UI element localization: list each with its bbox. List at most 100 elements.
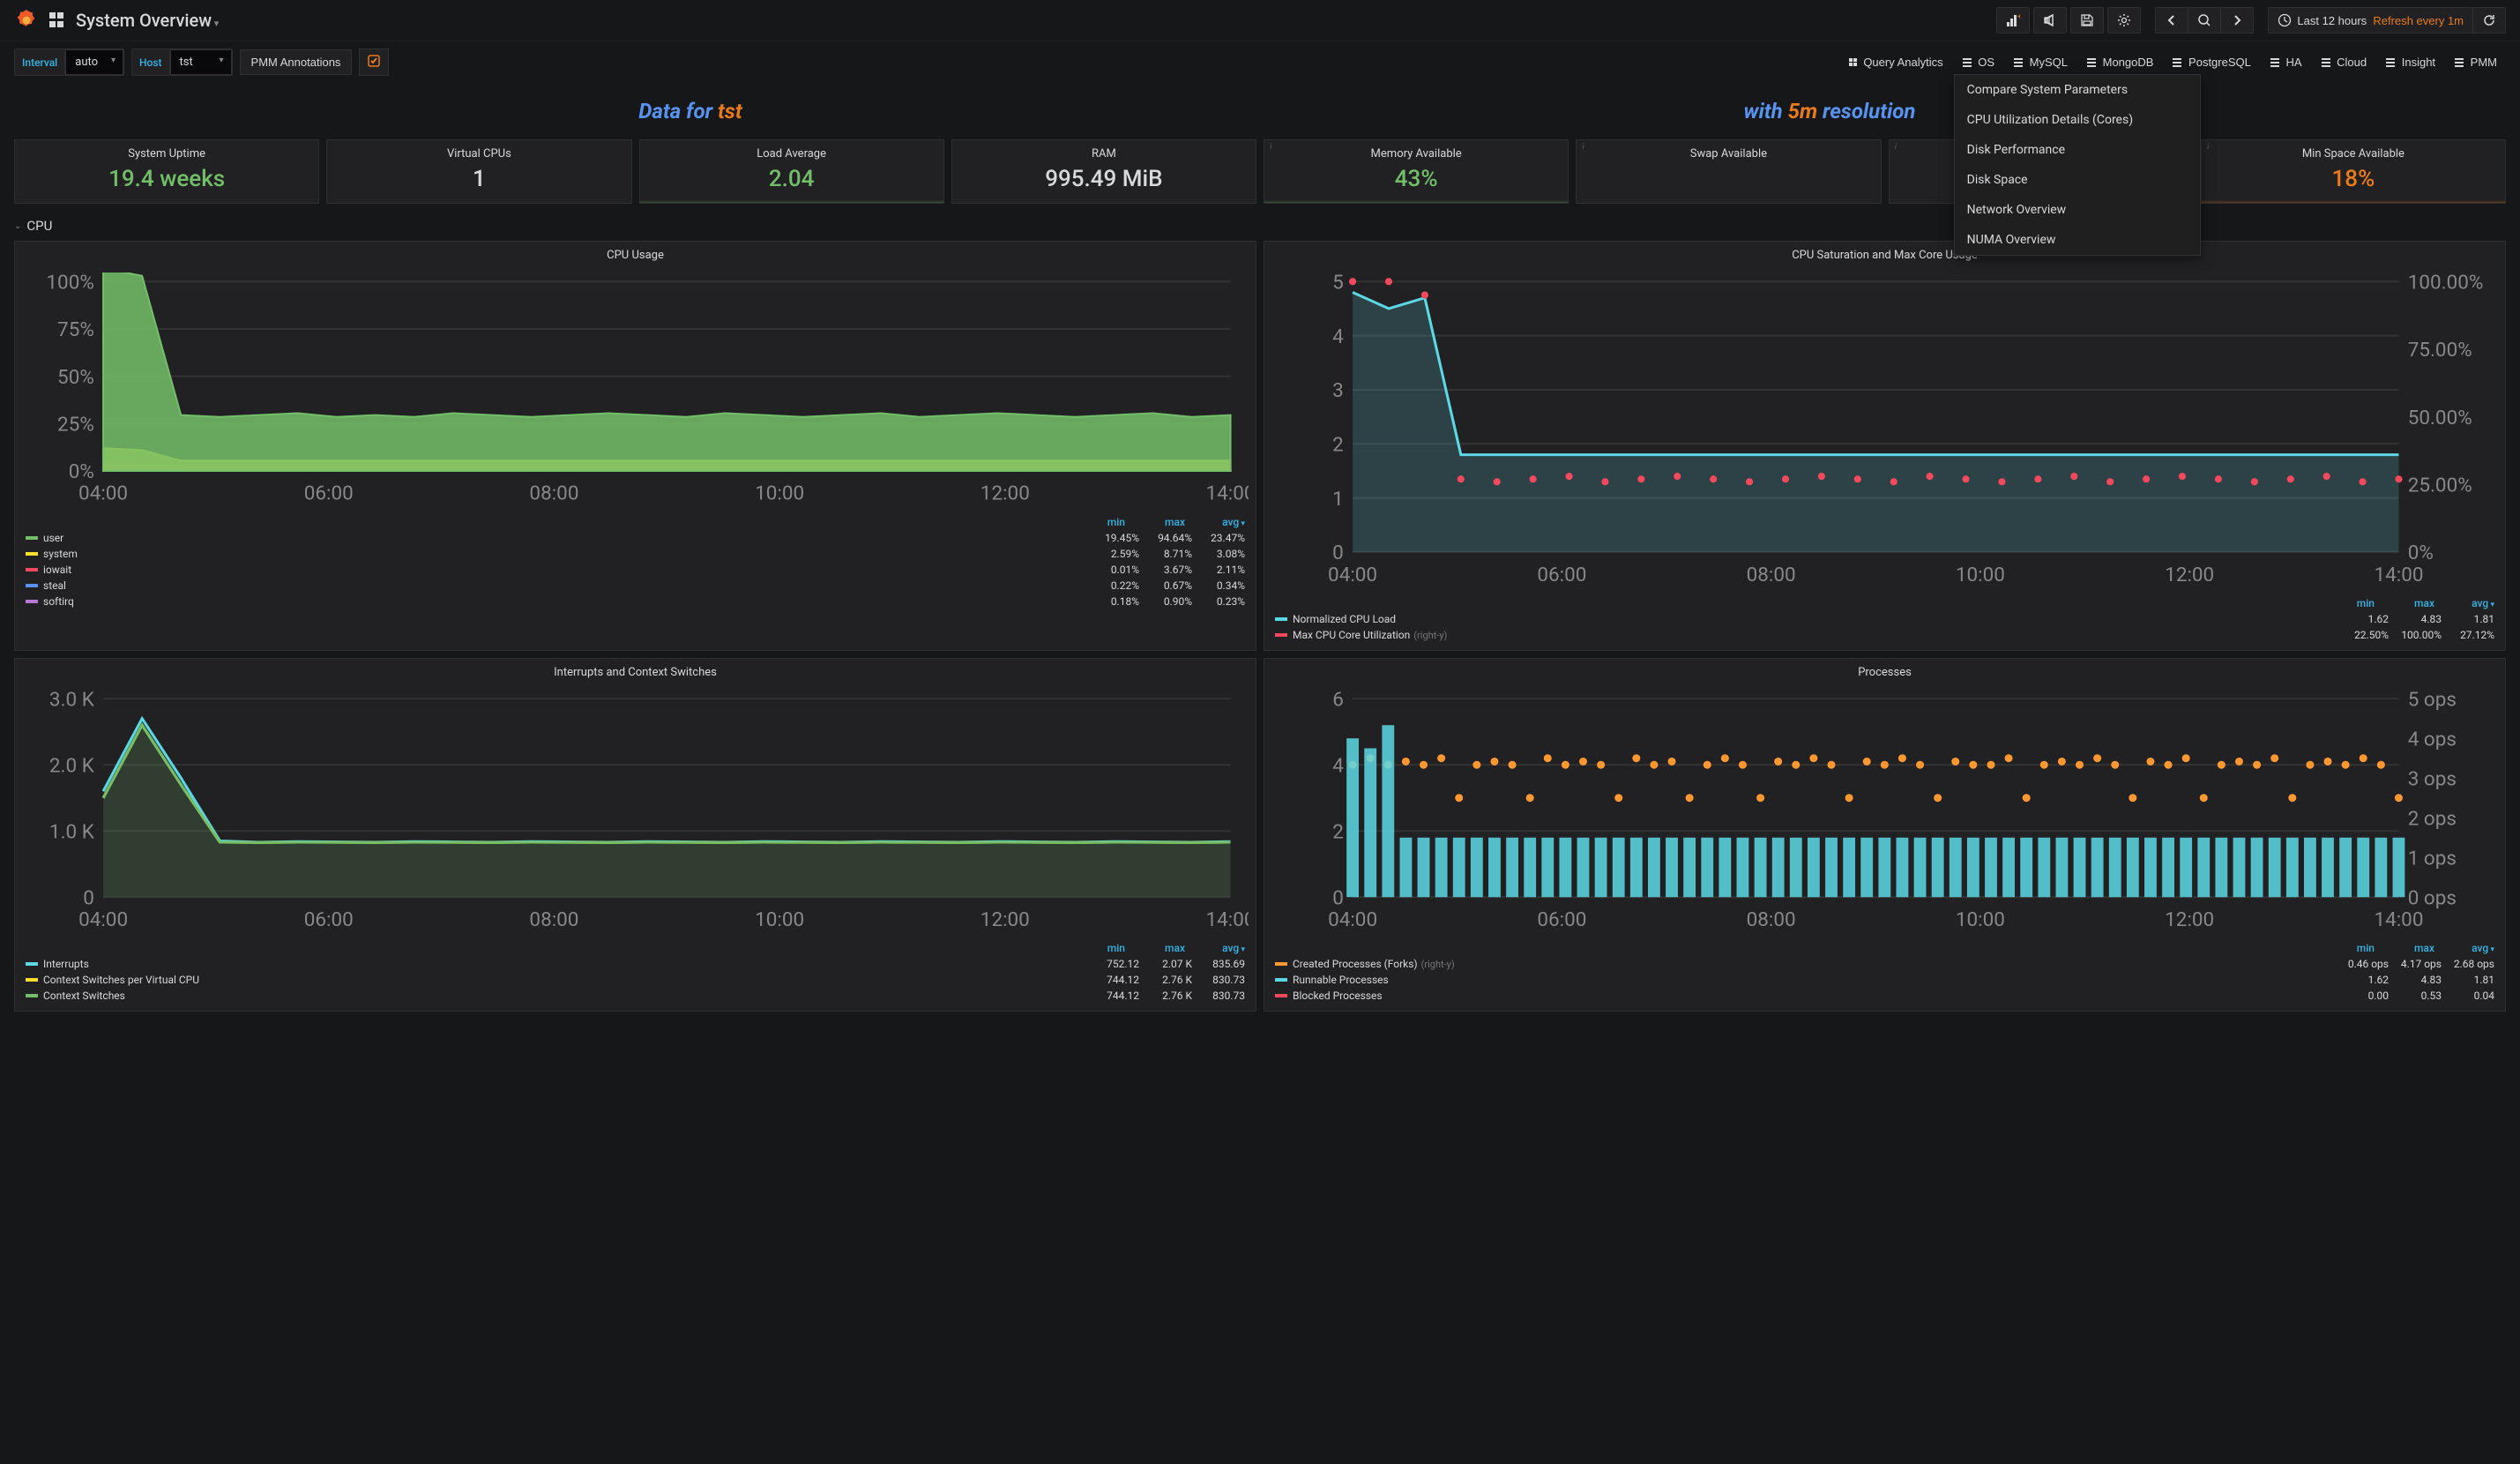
settings-button[interactable] [2107,7,2141,34]
annotations-button[interactable]: PMM Annotations [240,49,353,75]
legend-row[interactable]: Context Switches per Virtual CPU744.122.… [26,972,1245,988]
svg-text:10:00: 10:00 [755,908,804,931]
nav-link-postgresql[interactable]: PostgreSQL [2164,50,2259,74]
dashboard-title[interactable]: System Overview [76,10,219,31]
legend-val-min: 22.50% [2336,629,2389,641]
svg-text:75.00%: 75.00% [2408,339,2472,362]
legend-val-min: 0.22% [1086,579,1139,592]
legend-val-avg: 2.11% [1192,564,1245,576]
stat-panel[interactable]: Virtual CPUs1 [326,139,631,204]
time-range-button[interactable]: Last 12 hours Refresh every 1m [2268,7,2472,34]
dropdown-item[interactable]: NUMA Overview [1955,225,2200,255]
legend-col-avg[interactable]: avg [2442,942,2494,954]
legend-col-avg[interactable]: avg [2442,597,2494,609]
svg-text:04:00: 04:00 [78,482,128,505]
legend-col-min[interactable]: min [2322,942,2375,954]
add-panel-button[interactable]: + [1996,7,2030,34]
stat-value: 995.49 MiB [956,166,1252,192]
panel-title: Processes [1264,659,2505,686]
dropdown-item[interactable]: Network Overview [1955,195,2200,225]
share-button[interactable] [2033,7,2067,34]
dropdown-item[interactable]: Compare System Parameters [1955,75,2200,105]
svg-text:12:00: 12:00 [2165,564,2214,586]
subnav-links: Query Analytics OSCompare System Paramet… [1840,50,2506,75]
legend-col-max[interactable]: max [1132,942,1185,954]
legend-val-max: 0.67% [1139,579,1192,592]
grafana-logo-icon[interactable] [14,8,39,33]
legend-col-max[interactable]: max [2382,597,2434,609]
svg-text:1.0 K: 1.0 K [49,820,95,843]
dropdown-item[interactable]: Disk Performance [1955,135,2200,165]
legend-row[interactable]: softirq0.18%0.90%0.23% [26,594,1245,609]
svg-text:2: 2 [1332,434,1344,457]
legend-swatch [1275,617,1287,621]
legend-row[interactable]: Interrupts752.122.07 K835.69 [26,956,1245,972]
stat-panel[interactable]: RAM995.49 MiB [951,139,1256,204]
nav-link-mysql[interactable]: MySQL [2005,50,2076,74]
legend-val-avg: 1.81 [2442,613,2494,625]
panel-row-1: CPU Usage0%25%50%75%100%04:0006:0008:001… [0,241,2520,658]
legend-row[interactable]: Max CPU Core Utilization(right-y)22.50%1… [1275,627,2494,643]
legend-col-max[interactable]: max [2382,942,2434,954]
stat-title: System Uptime [19,147,315,161]
nav-link-pmm[interactable]: PMM [2446,50,2506,74]
legend-row[interactable]: Runnable Processes1.624.831.81 [1275,972,2494,988]
os-dropdown: Compare System ParametersCPU Utilization… [1954,74,2201,256]
nav-left: System Overview [14,8,219,33]
legend-col-max[interactable]: max [1132,516,1185,528]
legend-row[interactable]: Normalized CPU Load1.624.831.81 [1275,611,2494,627]
svg-text:12:00: 12:00 [980,908,1030,931]
stat-value: 18% [2205,166,2501,192]
stat-panel[interactable]: Swap Available [1576,139,1881,204]
subnav: Interval auto Host tst PMM Annotations Q… [0,41,2520,83]
nav-link-os[interactable]: OS [1954,50,2003,74]
dropdown-item[interactable]: Disk Space [1955,165,2200,195]
legend-val-max: 2.76 K [1139,974,1192,986]
nav-link-ha[interactable]: HA [2262,50,2311,74]
legend-swatch [26,536,38,540]
legend-row[interactable]: Created Processes (Forks)(right-y)0.46 o… [1275,956,2494,972]
panel-cpu-saturation: CPU Saturation and Max Core Usage0123450… [1264,241,2506,651]
stat-panel[interactable]: System Uptime19.4 weeks [14,139,319,204]
stat-value: 43% [1268,166,1564,192]
refresh-button[interactable] [2472,7,2506,34]
svg-text:50%: 50% [57,366,94,389]
zoom-out-button[interactable] [2188,7,2220,34]
nav-link-insight[interactable]: Insight [2377,50,2444,74]
annotations-toggle[interactable] [359,49,389,76]
headline-host: tst [718,99,742,123]
legend-name: iowait [43,564,1086,576]
stat-panel[interactable]: Min Space Available18% [2201,139,2506,204]
legend-val-max: 0.53 [2389,990,2442,1002]
legend-val-avg: 0.04 [2442,990,2494,1002]
legend-row[interactable]: Context Switches744.122.76 K830.73 [26,988,1245,1004]
svg-text:75%: 75% [57,318,94,341]
nav-link-mongodb[interactable]: MongoDB [2078,50,2162,74]
legend-val-avg: 830.73 [1192,974,1245,986]
nav-link-cloud[interactable]: Cloud [2313,50,2376,74]
legend-col-min[interactable]: min [1072,516,1125,528]
stat-panel[interactable]: Memory Available43% [1264,139,1569,204]
svg-text:10:00: 10:00 [755,482,804,505]
time-forward-button[interactable] [2220,7,2254,34]
svg-text:10:00: 10:00 [1956,564,2005,586]
interval-select[interactable]: auto [65,49,123,75]
dropdown-item[interactable]: CPU Utilization Details (Cores) [1955,105,2200,135]
save-button[interactable] [2070,7,2104,34]
dashboard-picker-icon[interactable] [49,12,65,28]
legend-col-avg[interactable]: avg [1192,516,1245,528]
host-select[interactable]: tst [170,49,232,75]
legend-col-min[interactable]: min [2322,597,2375,609]
legend-row[interactable]: steal0.22%0.67%0.34% [26,578,1245,594]
stat-panel[interactable]: Load Average2.04 [639,139,944,204]
legend-row[interactable]: Blocked Processes0.000.530.04 [1275,988,2494,1004]
legend-col-avg[interactable]: avg [1192,942,1245,954]
svg-text:50.00%: 50.00% [2408,407,2472,429]
legend-swatch [26,600,38,603]
time-back-button[interactable] [2155,7,2188,34]
legend-row[interactable]: system2.59%8.71%3.08% [26,546,1245,562]
legend-row[interactable]: user19.45%94.64%23.47% [26,530,1245,546]
legend-row[interactable]: iowait0.01%3.67%2.11% [26,562,1245,578]
nav-link-query-analytics[interactable]: Query Analytics [1840,50,1952,74]
legend-col-min[interactable]: min [1072,942,1125,954]
